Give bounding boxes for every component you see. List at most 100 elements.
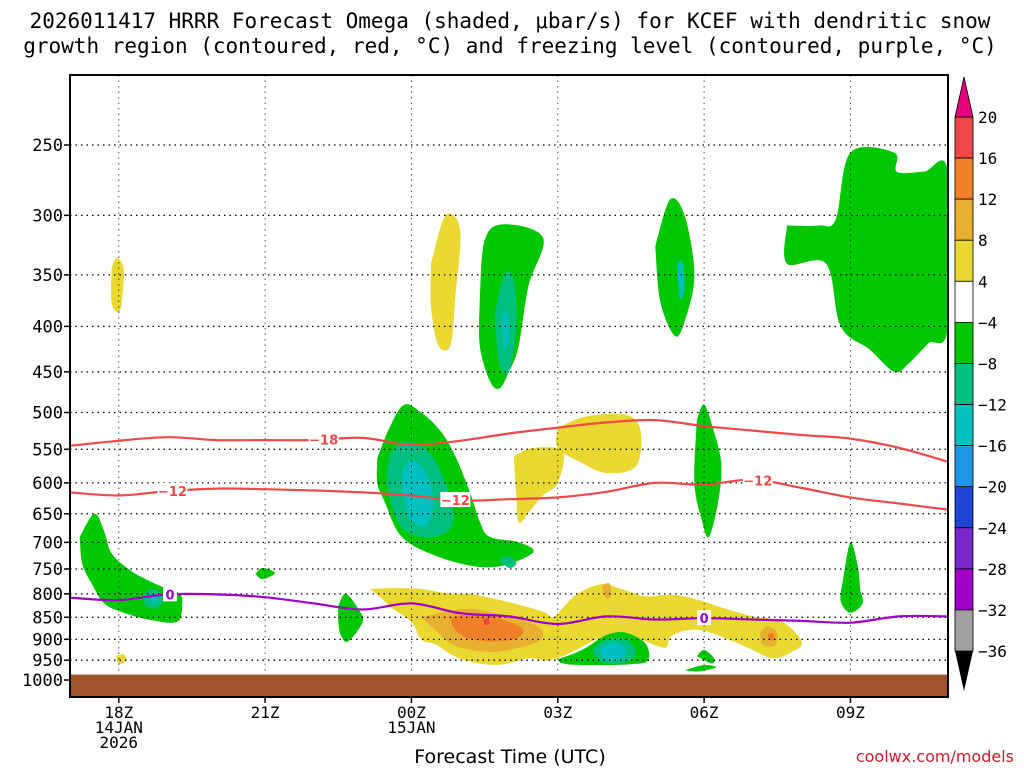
colorbar-bin <box>954 486 974 529</box>
y-tick-label: 300 <box>32 206 63 226</box>
contour-label-bg <box>742 472 773 488</box>
colorbar-label: 12 <box>978 190 997 209</box>
grid-lines <box>70 75 948 697</box>
colorbar-bin <box>954 116 974 159</box>
y-tick-label: 600 <box>32 474 63 494</box>
y-tick-label: 250 <box>32 136 63 156</box>
chart-title-line2: growth region (contoured, red, °C) and f… <box>23 34 997 58</box>
y-tick-label: 950 <box>32 651 63 671</box>
x-tick-label: 18Z <box>104 703 133 722</box>
colorbar-label: 20 <box>978 108 997 127</box>
omega-region <box>401 459 434 527</box>
surface-terrain <box>70 674 948 697</box>
colorbar-label: 4 <box>978 272 988 291</box>
contour-label: 0 <box>165 588 174 603</box>
contour-label-bg <box>162 586 177 602</box>
omega-region <box>599 643 627 661</box>
omega-region <box>499 555 517 569</box>
y-tick-label: 450 <box>32 363 63 383</box>
x-tick-label: 14JAN <box>95 718 143 737</box>
contour-label-bg <box>157 482 188 498</box>
contour-label: −18 <box>309 434 338 449</box>
contour-label: 0 <box>700 612 709 627</box>
colorbar-label: −4 <box>978 313 997 332</box>
y-tick-label: 850 <box>32 608 63 628</box>
colorbar-bin <box>954 280 974 323</box>
y-tick-label: 700 <box>32 533 63 553</box>
x-axis-title: Forecast Time (UTC) <box>414 746 605 768</box>
colorbar-label: −12 <box>978 396 1007 415</box>
omega-region <box>840 542 864 613</box>
colorbar-label: −16 <box>978 437 1007 456</box>
y-tick-label: 400 <box>32 317 63 337</box>
omega-region <box>255 567 275 580</box>
omega-region <box>501 310 510 351</box>
y-tick-label: 550 <box>32 440 63 460</box>
omega-region <box>79 513 183 623</box>
omega-shading <box>79 146 948 672</box>
colorbar <box>954 76 974 691</box>
y-tick-label: 350 <box>32 266 63 286</box>
y-tick-label: 650 <box>32 505 63 525</box>
contour-label: −12 <box>441 494 470 509</box>
omega-region <box>450 613 524 642</box>
omega-region <box>513 447 565 524</box>
contour-line <box>70 592 948 626</box>
y-axis: 2503003504004505005506006507007508008509… <box>22 136 70 691</box>
chart-title-line1: 2026011417 HRRR Forecast Omega (shaded, … <box>30 9 991 33</box>
colorbar-bin <box>954 527 974 570</box>
colorbar-label: −32 <box>978 601 1007 620</box>
x-tick-label: 15JAN <box>387 718 435 737</box>
omega-region <box>684 664 717 672</box>
omega-region <box>694 404 722 538</box>
contour-label-bg <box>440 491 471 507</box>
temperature-contours: −18 −12 −12 −12 0 0 <box>70 418 948 627</box>
y-tick-label: 900 <box>32 630 63 650</box>
colorbar-label: 8 <box>978 231 988 250</box>
credit-link[interactable]: coolwx.com/models <box>856 747 1014 766</box>
x-tick-label: 06Z <box>690 703 719 722</box>
colorbar-bin <box>954 321 974 364</box>
contour-label-bg <box>697 610 712 626</box>
colorbar-label: −8 <box>978 354 997 373</box>
contour-line <box>70 418 948 463</box>
colorbar-bin <box>954 568 974 611</box>
omega-region <box>677 260 685 300</box>
colorbar-bin <box>954 363 974 405</box>
y-tick-label: 1000 <box>22 671 63 691</box>
contour-label: −12 <box>743 474 772 489</box>
x-tick-label: 00Z <box>397 703 426 722</box>
colorbar-label: −20 <box>978 478 1007 497</box>
colorbar-bin <box>954 445 974 488</box>
y-tick-label: 500 <box>32 404 63 424</box>
contour-label-bg <box>308 431 339 447</box>
omega-region <box>111 257 124 313</box>
colorbar-over-arrow <box>954 76 974 118</box>
colorbar-label: −36 <box>978 642 1007 661</box>
y-tick-label: 800 <box>32 585 63 605</box>
x-tick-label: 2026 <box>100 733 139 752</box>
plot-frame <box>69 74 949 698</box>
omega-region <box>767 632 775 641</box>
omega-region <box>483 618 490 625</box>
x-tick-label: 09Z <box>836 703 865 722</box>
omega-region <box>655 198 695 337</box>
omega-region <box>601 582 612 599</box>
x-tick-label: 21Z <box>251 703 280 722</box>
colorbar-under-arrow <box>955 651 973 691</box>
colorbar-labels: 20 16 12 8 4 −4 −8 −12 −16 −20 −24 −28 −32 −36 <box>978 108 1007 661</box>
contour-label: −12 <box>158 485 187 500</box>
omega-region <box>116 653 127 665</box>
omega-region <box>784 146 948 373</box>
omega-region <box>555 413 642 474</box>
omega-region <box>696 649 715 664</box>
colorbar-bin <box>954 404 974 447</box>
omega-region <box>338 593 364 643</box>
x-tick-label: 03Z <box>543 703 572 722</box>
omega-region <box>430 213 461 351</box>
colorbar-label: −24 <box>978 519 1007 538</box>
colorbar-bin <box>954 198 974 241</box>
colorbar-label: 16 <box>978 149 997 168</box>
